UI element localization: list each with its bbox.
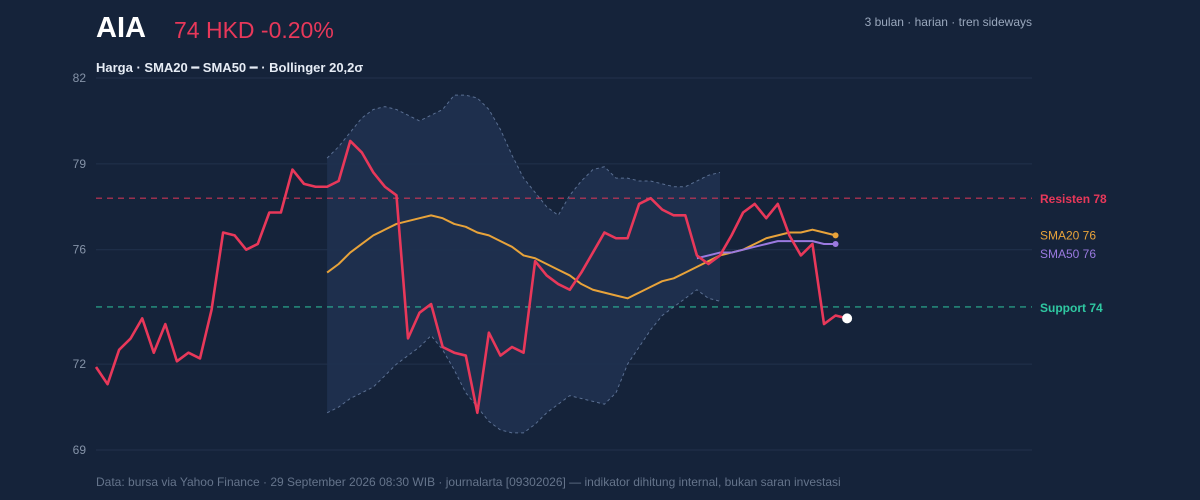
last-price-dot — [842, 313, 853, 324]
sma50-label: SMA50 76 — [1040, 247, 1096, 261]
resistance-label: Resisten 78 — [1040, 192, 1107, 206]
bollinger-upper — [326, 94, 721, 217]
price-change: 74 HKD -0.20% — [174, 17, 334, 43]
sma50-line — [696, 240, 836, 260]
source-footer: Data: bursa via Yahoo Finance · 29 Septe… — [96, 475, 841, 489]
sma20-label: SMA20 76 — [1040, 228, 1096, 242]
y-tick-label: 82 — [73, 71, 87, 85]
bollinger-lower — [326, 289, 721, 434]
sma20-line — [326, 214, 836, 300]
ticker-symbol: AIA — [96, 12, 146, 44]
price-line — [94, 139, 848, 415]
chart-legend: Harga · SMA20 ━ SMA50 ━ · Bollinger 20,2… — [96, 60, 364, 75]
sma50-end-dot — [832, 240, 839, 247]
sma20-end-dot — [832, 232, 839, 239]
chart-meta: 3 bulan · harian · tren sideways — [864, 15, 1032, 29]
support-label: Support 74 — [1040, 301, 1103, 315]
bollinger-band — [327, 95, 720, 433]
y-tick-label: 79 — [73, 157, 87, 171]
y-tick-label: 69 — [73, 443, 87, 457]
y-tick-label: 72 — [73, 357, 87, 371]
y-tick-label: 76 — [73, 243, 87, 257]
